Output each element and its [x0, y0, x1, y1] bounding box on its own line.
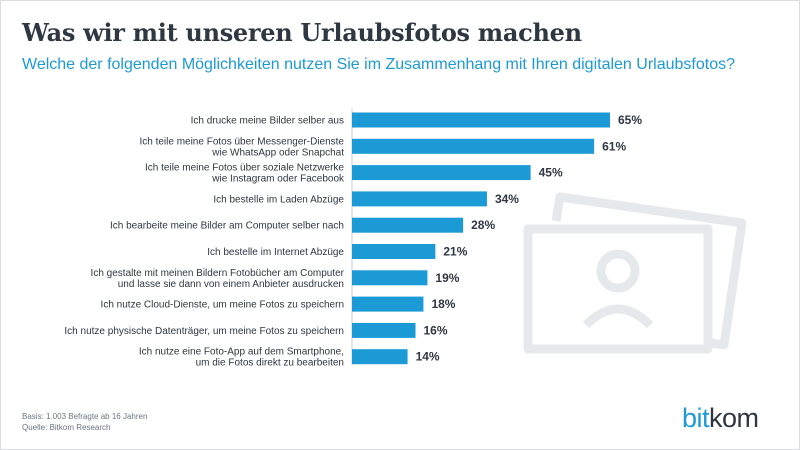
bar [352, 296, 424, 312]
category-label: Ich teile meine Fotos über soziale Netzw… [145, 163, 344, 174]
bar [352, 217, 464, 233]
logo-part-kom: kom [709, 403, 759, 433]
value-label: 18% [431, 297, 455, 311]
value-label: 45% [539, 166, 563, 180]
category-label: Ich bestelle im Laden Abzüge [213, 194, 344, 205]
bar [352, 138, 595, 154]
bar [352, 349, 408, 365]
value-label: 16% [424, 323, 448, 337]
category-label: Ich gestalte mit meinen Bildern Fotobüch… [91, 268, 345, 279]
category-label: Ich bestelle im Internet Abzüge [207, 247, 344, 258]
value-label: 61% [602, 139, 626, 153]
value-label: 28% [471, 218, 495, 232]
bar [352, 322, 416, 338]
bitkom-logo: bitkom [682, 403, 759, 434]
bar [352, 191, 487, 207]
category-label: Ich bearbeite meine Bilder am Computer s… [110, 221, 344, 232]
bar [352, 270, 428, 286]
category-label: Ich nutze eine Foto-App auf dem Smartpho… [139, 347, 344, 358]
category-label: wie WhatsApp oder Snapchat [211, 147, 344, 158]
photo-stack-icon [523, 192, 747, 354]
value-label: 21% [443, 245, 467, 259]
source-note: Quelle: Bitkom Research [22, 423, 111, 432]
bar [352, 244, 436, 259]
category-label: und lasse sie dann von einem Anbieter au… [118, 279, 344, 290]
basis-note: Basis: 1.003 Befragte ab 16 Jahren [22, 412, 148, 421]
category-label: Ich nutze physische Datenträger, um mein… [64, 326, 344, 337]
value-label: 14% [416, 350, 440, 364]
chart-title: Was wir mit unseren Urlaubsfotos machen [22, 18, 582, 47]
category-label: Ich nutze Cloud-Dienste, um meine Fotos … [101, 300, 344, 311]
category-label: um die Fotos direkt zu bearbeiten [196, 358, 344, 369]
bar [352, 112, 610, 128]
value-label: 19% [435, 271, 459, 285]
category-label: wie Instagram oder Facebook [211, 174, 345, 185]
bar [352, 165, 531, 181]
chart-footer: Basis: 1.003 Befragte ab 16 Jahren Quell… [22, 411, 147, 433]
value-label: 34% [495, 192, 519, 206]
category-label: Ich teile meine Fotos über Messenger-Die… [139, 136, 344, 147]
category-label: Ich drucke meine Bilder selber aus [191, 116, 344, 127]
chart-subtitle: Welche der folgenden Möglichkeiten nutze… [22, 56, 735, 73]
logo-part-bit: bit [682, 403, 710, 433]
value-label: 65% [618, 113, 642, 127]
